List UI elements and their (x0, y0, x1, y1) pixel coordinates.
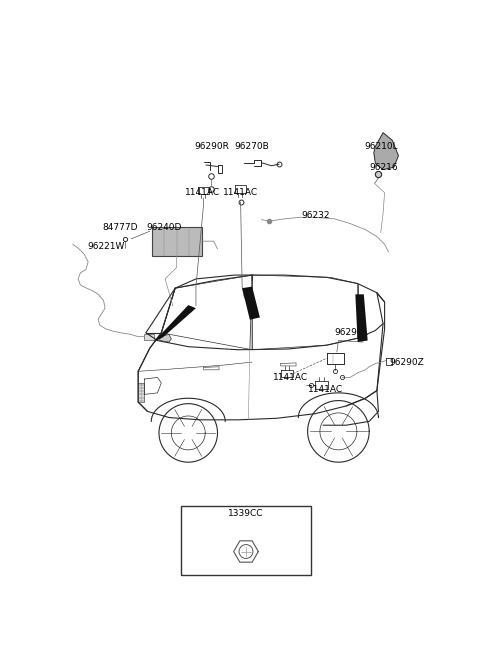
Polygon shape (374, 133, 398, 170)
Polygon shape (234, 541, 258, 562)
Text: 96290Z: 96290Z (389, 358, 424, 367)
Text: 96290R: 96290R (194, 142, 229, 151)
FancyBboxPatch shape (152, 226, 202, 256)
Text: 96210L: 96210L (365, 142, 398, 151)
Text: 96240D: 96240D (147, 223, 182, 232)
Polygon shape (154, 305, 196, 342)
Text: 1141AC: 1141AC (308, 384, 343, 394)
Bar (144, 334, 154, 340)
Bar (180, 506, 312, 575)
Text: 96290L: 96290L (335, 328, 368, 337)
Text: 96232: 96232 (301, 211, 330, 220)
Polygon shape (160, 335, 171, 342)
Text: 96221W: 96221W (87, 242, 124, 251)
Text: 1141AC: 1141AC (223, 188, 258, 197)
Text: 96270B: 96270B (235, 142, 270, 151)
Text: 1339CC: 1339CC (228, 509, 264, 518)
Text: 1141AC: 1141AC (273, 373, 308, 382)
Text: 96216: 96216 (370, 163, 398, 172)
Text: 1141AC: 1141AC (184, 188, 220, 197)
Polygon shape (242, 287, 260, 319)
Polygon shape (355, 295, 368, 342)
Text: 84777D: 84777D (103, 223, 138, 232)
